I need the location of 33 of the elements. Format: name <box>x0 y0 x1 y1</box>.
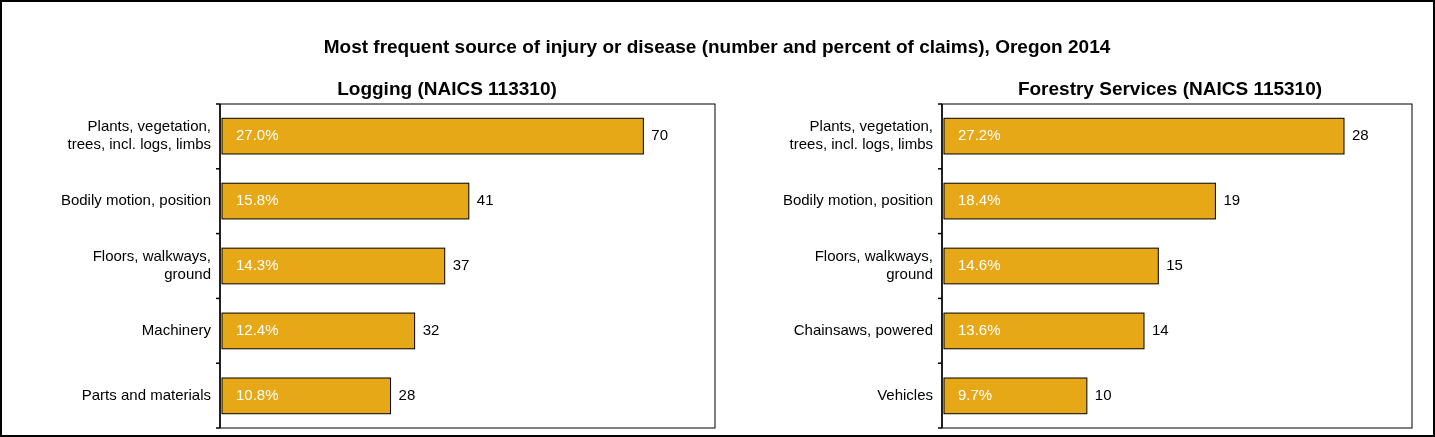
y-tick-label: Plants, vegetation, trees, incl. logs, limbs <box>67 117 211 153</box>
y-tick-label: Floors, walkways, ground <box>92 246 211 282</box>
chart-subtitle: Logging (NAICS 113310) <box>337 78 557 99</box>
annotation: 27.0% <box>236 126 279 144</box>
data-label: 15 <box>1166 255 1183 273</box>
annotation: 27.2% <box>958 126 1001 144</box>
data-label: 28 <box>398 385 416 403</box>
data-label: 32 <box>422 320 440 338</box>
annotation: 15.8% <box>236 191 279 209</box>
annotation: 10.8% <box>236 385 279 403</box>
data-label: 37 <box>452 255 470 273</box>
data-label: 28 <box>1352 126 1369 144</box>
y-tick-label: Bodily motion, position <box>782 191 933 209</box>
y-tick-label: Floors, walkways, ground <box>814 246 933 282</box>
annotation: 18.4% <box>958 191 1001 209</box>
text: Most frequent source of injury or disease (number and percent of claims), Oregon 2014 <box>323 36 1111 57</box>
annotation: 12.4% <box>236 320 279 338</box>
data-label: 70 <box>651 126 669 144</box>
data-label: 10 <box>1094 385 1112 403</box>
y-tick-label: Bodily motion, position <box>60 191 211 209</box>
data-label: 14 <box>1152 320 1169 338</box>
data-label: 19 <box>1223 191 1241 209</box>
chart-title: Forestry Services (NAICS 115310) <box>1017 78 1323 99</box>
annotation: 13.6% <box>958 320 1001 338</box>
y-tick-label: Machinery <box>141 320 212 338</box>
y-tick-label: Chainsaws, powered <box>793 320 933 338</box>
annotation: 14.6% <box>958 255 1001 273</box>
y-tick-label: Parts and materials <box>81 385 211 403</box>
annotation: 9.7% <box>958 385 993 403</box>
y-tick-label: Plants, vegetation, trees, incl. logs, limbs <box>789 117 933 153</box>
data-label: 41 <box>476 191 494 209</box>
y-tick-label: Vehicles <box>877 385 933 403</box>
annotation: 14.3% <box>236 255 279 273</box>
